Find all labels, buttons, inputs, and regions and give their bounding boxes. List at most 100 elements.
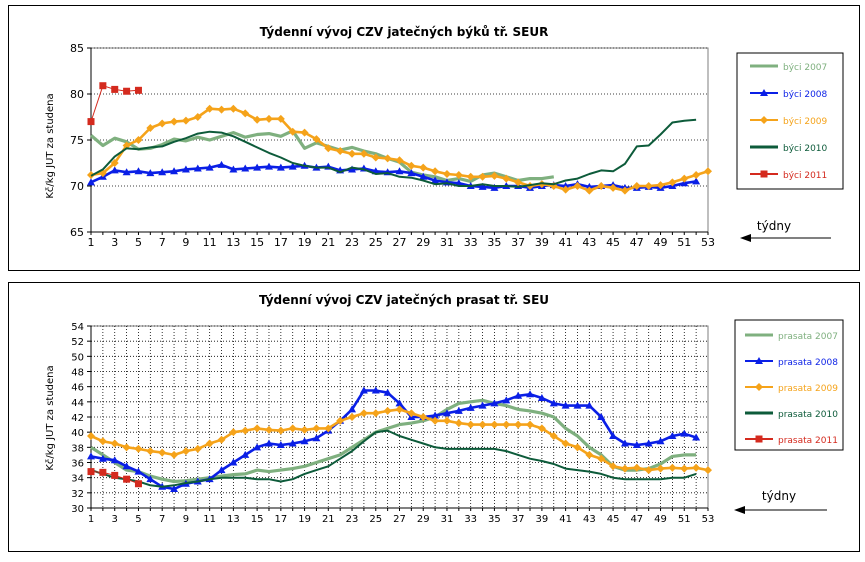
data-point <box>632 182 641 190</box>
x-tick-label: 39 <box>535 236 549 249</box>
data-point <box>561 185 570 194</box>
x-tick-label: 43 <box>582 236 596 249</box>
x-tick-label: 23 <box>346 514 359 525</box>
data-point <box>312 135 321 144</box>
data-point <box>526 390 535 398</box>
data-point <box>134 480 142 488</box>
data-point <box>644 439 653 447</box>
data-point <box>123 87 131 95</box>
y-tick-label: 32 <box>71 489 84 500</box>
data-point <box>692 433 701 441</box>
chart-panel-prasata: Týdenní vývoj CZV jatečných prasat tř. S… <box>8 282 860 552</box>
x-tick-label: 31 <box>440 236 454 249</box>
x-tick-label: 5 <box>135 514 141 525</box>
x-tick-label: 15 <box>250 236 264 249</box>
data-point <box>395 167 404 175</box>
data-point <box>300 437 309 445</box>
data-point <box>348 165 357 173</box>
x-tick-label: 53 <box>702 514 715 525</box>
y-tick-label: 70 <box>70 180 84 193</box>
y-tick-label: 36 <box>71 459 84 470</box>
y-tick-label: 38 <box>71 443 84 454</box>
x-tick-label: 29 <box>417 514 430 525</box>
data-point <box>181 165 190 173</box>
data-point <box>668 431 677 439</box>
x-tick-label: 33 <box>464 236 478 249</box>
data-point <box>395 156 404 165</box>
data-point <box>99 82 107 90</box>
data-point <box>312 424 321 433</box>
data-point <box>264 439 273 447</box>
data-point <box>431 176 440 184</box>
data-point <box>229 165 238 173</box>
series-prasata-2011 <box>87 468 142 488</box>
data-point <box>478 172 487 181</box>
data-point <box>466 403 475 411</box>
data-point <box>537 424 546 433</box>
data-point <box>276 441 285 449</box>
data-point <box>478 401 487 409</box>
data-point <box>692 177 701 185</box>
series-line <box>90 163 697 190</box>
data-point <box>122 168 131 176</box>
data-point <box>407 409 416 418</box>
legend-label: prasata 2008 <box>778 358 838 368</box>
x-tick-label: 51 <box>678 514 691 525</box>
data-point <box>490 183 499 191</box>
data-point <box>632 463 641 472</box>
series-býci-2009 <box>87 104 712 195</box>
data-point <box>561 182 570 189</box>
data-point <box>431 167 440 176</box>
data-point <box>253 424 262 433</box>
data-point <box>609 462 618 471</box>
data-point <box>146 124 155 133</box>
data-point <box>241 450 250 458</box>
data-point <box>514 178 523 187</box>
x-tick-label: 49 <box>654 236 668 249</box>
x-tick-label: 19 <box>298 514 311 525</box>
data-point <box>680 174 689 183</box>
legend-label: býci 2011 <box>783 171 827 181</box>
legend-label: býci 2010 <box>783 144 828 154</box>
chart-title: Týdenní vývoj CZV jatečných býků tř. SEU… <box>260 25 549 39</box>
data-point <box>680 429 689 437</box>
data-point <box>217 435 226 444</box>
x-tick-label: 45 <box>607 514 620 525</box>
data-point <box>359 409 368 418</box>
data-point <box>264 114 273 123</box>
data-point <box>181 116 190 125</box>
data-point <box>656 181 665 190</box>
data-point <box>336 416 345 425</box>
data-point <box>98 454 107 462</box>
data-point <box>205 163 214 171</box>
data-point <box>241 109 250 118</box>
data-point <box>490 399 499 407</box>
data-point <box>407 161 416 170</box>
legend-label: prasata 2010 <box>778 410 838 420</box>
data-point <box>300 425 309 434</box>
data-point <box>288 127 297 136</box>
x-tick-label: 7 <box>159 514 165 525</box>
x-tick-label: 27 <box>393 236 407 249</box>
data-point <box>502 396 511 404</box>
x-tick-label: 25 <box>369 236 383 249</box>
series-line <box>90 398 697 484</box>
x-tick-label: 31 <box>441 514 454 525</box>
data-point <box>134 467 143 475</box>
data-point <box>288 162 297 170</box>
legend-marker <box>755 435 763 443</box>
x-tick-label: 3 <box>112 514 118 525</box>
data-point <box>181 447 190 456</box>
x-tick-label: 37 <box>511 236 525 249</box>
data-point <box>656 437 665 445</box>
data-point <box>490 171 499 180</box>
legend-label: prasata 2009 <box>778 384 838 394</box>
x-tick-label: 41 <box>559 236 573 249</box>
data-point <box>383 406 392 415</box>
data-point <box>644 182 653 190</box>
data-point <box>87 431 95 440</box>
x-tick-label: 47 <box>630 514 643 525</box>
data-point <box>205 104 214 113</box>
x-tick-label: 17 <box>274 514 287 525</box>
data-point <box>300 128 309 137</box>
